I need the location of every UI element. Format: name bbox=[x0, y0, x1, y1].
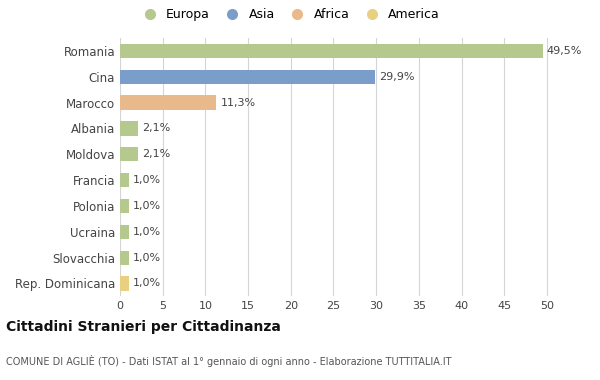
Bar bbox=[120, 121, 138, 136]
Bar bbox=[120, 225, 128, 239]
Bar bbox=[120, 70, 376, 84]
Bar bbox=[120, 173, 128, 187]
Bar bbox=[120, 44, 542, 58]
Text: 1,0%: 1,0% bbox=[133, 253, 161, 263]
Text: 2,1%: 2,1% bbox=[142, 149, 170, 159]
Text: Cittadini Stranieri per Cittadinanza: Cittadini Stranieri per Cittadinanza bbox=[6, 320, 281, 334]
Legend: Europa, Asia, Africa, America: Europa, Asia, Africa, America bbox=[137, 8, 440, 21]
Text: 49,5%: 49,5% bbox=[547, 46, 582, 56]
Text: 1,0%: 1,0% bbox=[133, 201, 161, 211]
Bar bbox=[120, 250, 128, 265]
Text: 2,1%: 2,1% bbox=[142, 124, 170, 133]
Text: 29,9%: 29,9% bbox=[380, 72, 415, 82]
Bar bbox=[120, 147, 138, 162]
Text: 1,0%: 1,0% bbox=[133, 175, 161, 185]
Text: 1,0%: 1,0% bbox=[133, 279, 161, 288]
Bar bbox=[120, 95, 217, 110]
Bar bbox=[120, 276, 128, 291]
Bar bbox=[120, 199, 128, 213]
Text: 1,0%: 1,0% bbox=[133, 227, 161, 237]
Text: COMUNE DI AGLIÈ (TO) - Dati ISTAT al 1° gennaio di ogni anno - Elaborazione TUTT: COMUNE DI AGLIÈ (TO) - Dati ISTAT al 1° … bbox=[6, 355, 452, 367]
Text: 11,3%: 11,3% bbox=[221, 98, 256, 108]
